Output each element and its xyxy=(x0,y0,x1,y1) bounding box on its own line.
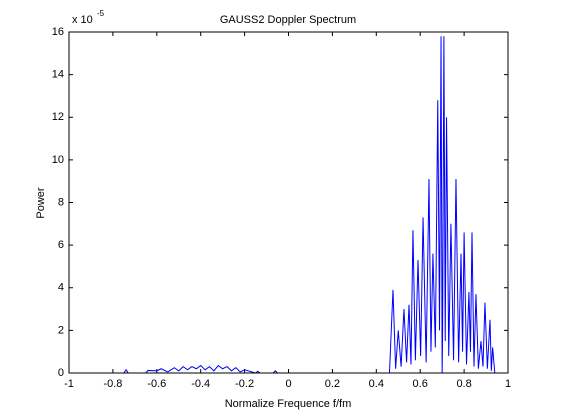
x-tick-label: 0.2 xyxy=(325,378,340,390)
x-tick-label: -0.6 xyxy=(147,378,166,390)
plot-frame xyxy=(68,31,509,374)
y-tick-label: 14 xyxy=(52,69,64,81)
x-axis-label: Normalize Frequence f/fm xyxy=(225,398,352,410)
x-tick-label: -0.2 xyxy=(235,378,254,390)
x-tick-label: -1 xyxy=(64,378,74,390)
chart-title: GAUSS2 Doppler Spectrum xyxy=(220,14,356,26)
y-tick-label: 16 xyxy=(52,26,64,38)
y-multiplier: x 10 xyxy=(72,14,93,26)
x-tick-label: -0.8 xyxy=(103,378,122,390)
y-tick-label: 8 xyxy=(58,196,64,208)
y-tick-label: 2 xyxy=(58,324,64,336)
y-tick-label: 6 xyxy=(58,239,64,251)
y-axis-label: Power xyxy=(35,187,47,219)
x-tick-label: 0.4 xyxy=(369,378,384,390)
x-tick-label: -0.4 xyxy=(191,378,210,390)
x-tick-label: 1 xyxy=(505,378,511,390)
x-tick-label: 0 xyxy=(285,378,291,390)
y-tick-label: 12 xyxy=(52,111,64,123)
y-tick-label: 10 xyxy=(52,154,64,166)
y-exponent: -5 xyxy=(97,9,105,18)
x-tick-label: 0.8 xyxy=(456,378,471,390)
y-tick-label: 0 xyxy=(58,367,64,379)
y-tick-label: 4 xyxy=(58,282,64,294)
data-line xyxy=(69,36,508,374)
x-tick-label: 0.6 xyxy=(413,378,428,390)
